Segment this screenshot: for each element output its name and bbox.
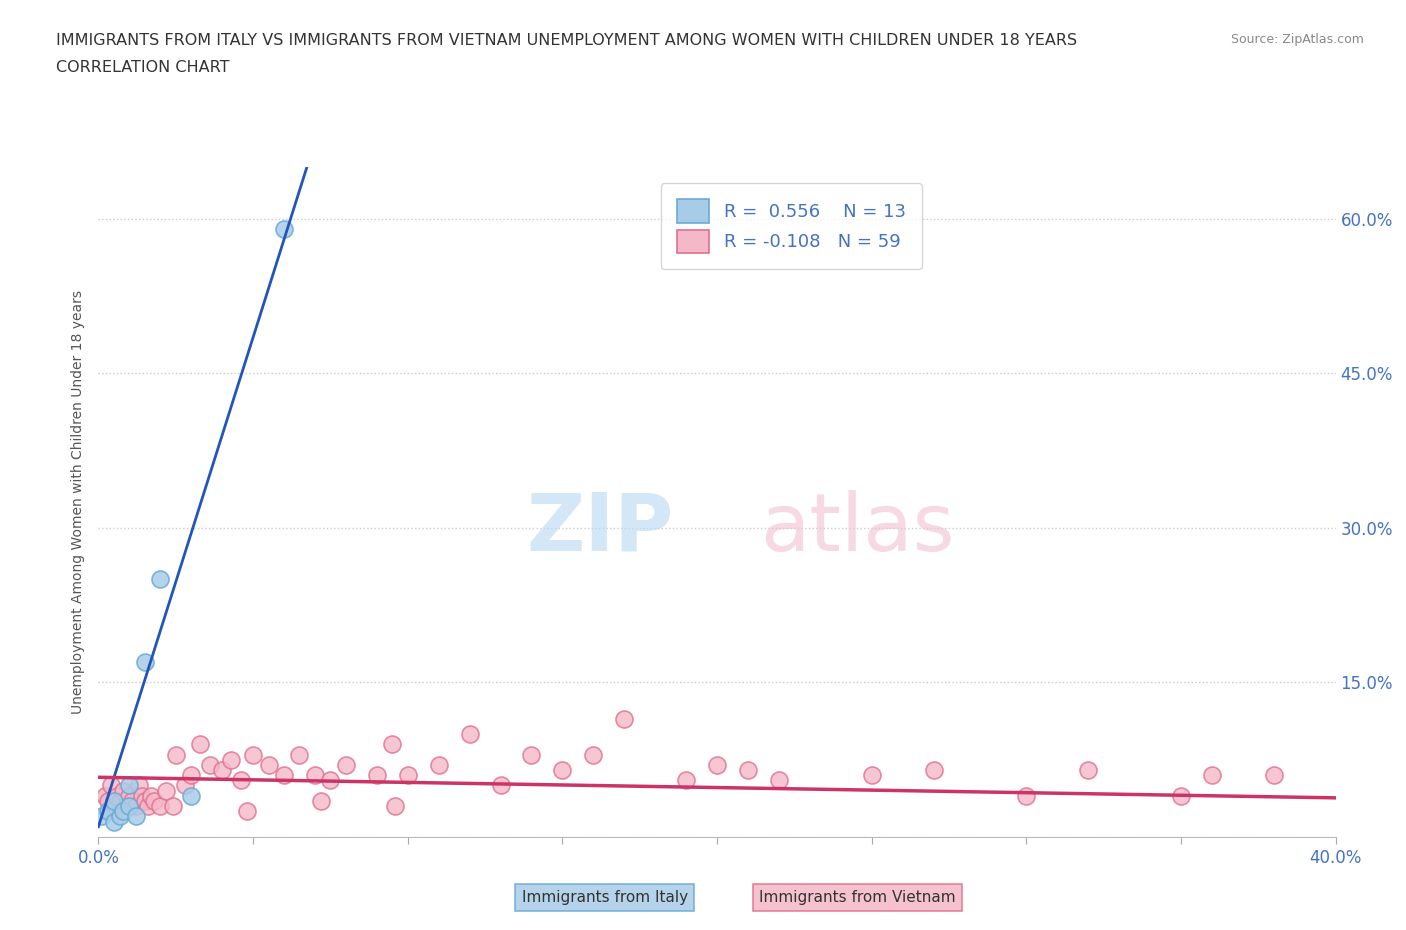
Point: [128, 778, 150, 793]
Point: [149, 799, 172, 814]
Text: ZIP: ZIP: [526, 490, 673, 568]
Point: [155, 783, 177, 798]
Point: [242, 747, 264, 762]
Text: CORRELATION CHART: CORRELATION CHART: [56, 60, 229, 75]
Point: [520, 747, 543, 762]
Point: [396, 768, 419, 783]
Point: [180, 789, 202, 804]
Point: [458, 726, 481, 741]
Point: [381, 737, 404, 751]
Text: Source: ZipAtlas.com: Source: ZipAtlas.com: [1230, 33, 1364, 46]
Point: [582, 747, 605, 762]
Point: [103, 793, 125, 808]
Point: [737, 763, 759, 777]
Point: [190, 737, 212, 751]
Point: [112, 783, 135, 798]
Point: [1170, 789, 1192, 804]
Text: Immigrants from Italy: Immigrants from Italy: [522, 890, 688, 905]
Text: atlas: atlas: [761, 490, 955, 568]
Point: [1077, 763, 1099, 777]
Point: [229, 773, 252, 788]
Point: [124, 809, 146, 824]
Point: [90, 809, 112, 824]
Point: [180, 768, 202, 783]
Point: [304, 768, 326, 783]
Point: [768, 773, 790, 788]
Y-axis label: Unemployment Among Women with Children Under 18 years: Unemployment Among Women with Children U…: [72, 290, 86, 714]
Point: [366, 768, 388, 783]
Point: [108, 809, 131, 824]
Point: [309, 793, 332, 808]
Point: [1015, 789, 1038, 804]
Point: [211, 763, 233, 777]
Point: [236, 804, 259, 818]
Point: [103, 799, 125, 814]
Point: [427, 757, 450, 772]
Point: [100, 778, 122, 793]
Point: [198, 757, 221, 772]
Point: [1263, 768, 1285, 783]
Point: [706, 757, 728, 772]
Point: [162, 799, 184, 814]
Legend: R =  0.556    N = 13, R = -0.108   N = 59: R = 0.556 N = 13, R = -0.108 N = 59: [661, 183, 922, 270]
Point: [97, 804, 120, 818]
Point: [134, 655, 156, 670]
Point: [489, 778, 512, 793]
Point: [97, 793, 120, 808]
Point: [105, 789, 128, 804]
Point: [335, 757, 357, 772]
Point: [384, 799, 406, 814]
Point: [118, 778, 141, 793]
Point: [124, 799, 146, 814]
Point: [143, 793, 166, 808]
Text: IMMIGRANTS FROM ITALY VS IMMIGRANTS FROM VIETNAM UNEMPLOYMENT AMONG WOMEN WITH C: IMMIGRANTS FROM ITALY VS IMMIGRANTS FROM…: [56, 33, 1077, 47]
Point: [551, 763, 574, 777]
Point: [134, 793, 156, 808]
Point: [319, 773, 342, 788]
Point: [675, 773, 697, 788]
Point: [149, 572, 172, 587]
Text: Immigrants from Vietnam: Immigrants from Vietnam: [759, 890, 956, 905]
Point: [288, 747, 311, 762]
Point: [131, 789, 153, 804]
Point: [136, 799, 159, 814]
Point: [273, 221, 295, 236]
Point: [103, 814, 125, 829]
Point: [613, 711, 636, 726]
Point: [165, 747, 187, 762]
Point: [118, 789, 141, 804]
Point: [112, 804, 135, 818]
Point: [118, 799, 141, 814]
Point: [922, 763, 945, 777]
Point: [273, 768, 295, 783]
Point: [93, 789, 115, 804]
Point: [221, 752, 243, 767]
Point: [121, 793, 143, 808]
Point: [115, 799, 138, 814]
Point: [860, 768, 883, 783]
Point: [108, 793, 131, 808]
Point: [174, 778, 197, 793]
Point: [257, 757, 280, 772]
Point: [139, 789, 162, 804]
Point: [1201, 768, 1223, 783]
